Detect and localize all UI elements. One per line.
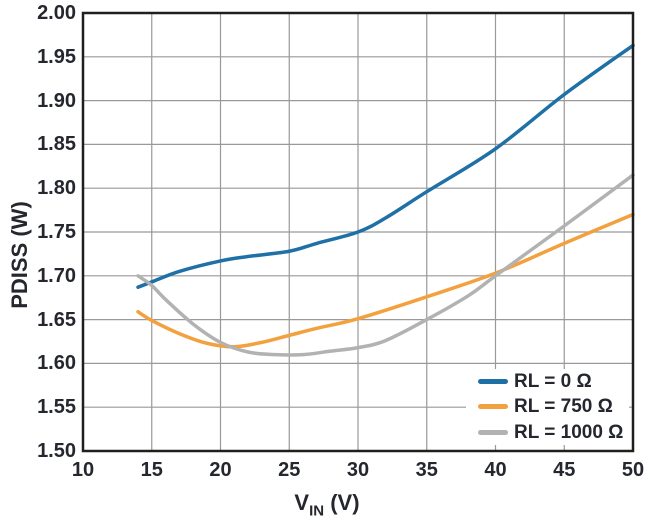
y-tick-label: 2.00 (37, 2, 76, 24)
legend-label-rl-1000: RL = 1000 Ω (514, 421, 624, 443)
chart-legend: RL = 0 Ω RL = 750 Ω RL = 1000 Ω (466, 369, 629, 445)
legend-label-rl-750: RL = 750 Ω (514, 396, 613, 418)
y-tick-label: 1.95 (37, 45, 76, 68)
x-tick-label: 10 (71, 459, 95, 481)
legend-item-rl-1000: RL = 1000 Ω (478, 423, 629, 442)
x-tick-label: 35 (415, 459, 438, 481)
y-tick-label: 1.50 (37, 440, 76, 462)
legend-item-rl-750: RL = 750 Ω (478, 397, 629, 416)
x-axis-title: VIN (V) (0, 490, 654, 520)
x-axis-title-unit: (V) (324, 490, 360, 515)
legend-item-rl-0: RL = 0 Ω (478, 372, 629, 391)
x-tick-label: 20 (209, 459, 232, 481)
legend-swatch-rl-1000-icon (478, 429, 508, 435)
x-axis-title-base: V (294, 490, 310, 515)
y-tick-label: 1.90 (37, 89, 76, 112)
y-tick-label: 1.70 (37, 264, 76, 287)
y-axis-title: PDISS (W) (7, 201, 32, 309)
legend-label-rl-0: RL = 0 Ω (514, 371, 592, 393)
x-tick-label: 30 (346, 459, 370, 481)
plot-frame (81, 11, 635, 453)
x-tick-label: 40 (484, 459, 507, 481)
series-line-0 (136, 43, 635, 289)
x-axis-title-subscript: IN (309, 502, 325, 520)
legend-swatch-rl-0-icon (478, 379, 508, 385)
y-tick-label: 1.75 (37, 221, 76, 243)
y-tick-label: 1.55 (37, 396, 76, 419)
x-tick-label: 45 (553, 459, 576, 481)
y-tick-label: 1.65 (37, 308, 76, 331)
y-tick-label: 1.60 (37, 352, 76, 375)
legend-swatch-rl-750-icon (478, 404, 508, 410)
x-tick-label: 15 (140, 459, 163, 481)
y-tick-label: 1.85 (37, 133, 76, 156)
series-line-1 (136, 212, 635, 349)
series-line-2 (136, 173, 635, 357)
x-tick-label: 50 (621, 459, 645, 481)
y-tick-label: 1.80 (37, 177, 76, 200)
x-tick-label: 25 (278, 459, 301, 481)
